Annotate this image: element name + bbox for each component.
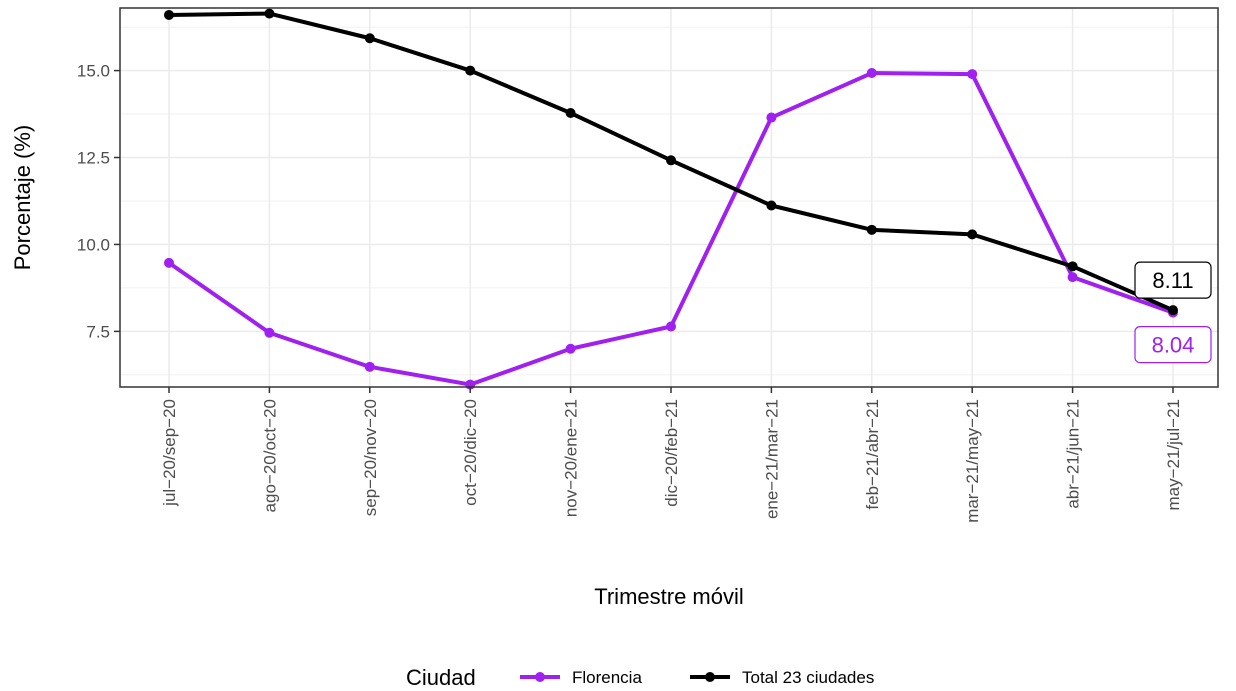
series-layer: [164, 8, 1178, 390]
y-tick-label: 10.0: [77, 235, 110, 254]
data-point: [666, 321, 676, 332]
data-point: [766, 200, 777, 211]
legend-label-0: Florencia: [572, 668, 642, 687]
data-point: [766, 112, 777, 123]
x-tick-label: nov−20/ene−21: [562, 399, 581, 517]
data-point: [465, 65, 476, 76]
x-tick-label: ago−20/oct−20: [260, 399, 279, 512]
legend-key-point-1: [705, 672, 715, 682]
end-label-1: 8.11: [1152, 268, 1193, 293]
y-axis: 7.5 10.0 12.5 15.0: [77, 62, 120, 341]
data-point: [967, 69, 978, 80]
data-point: [164, 9, 174, 20]
data-point: [866, 224, 877, 235]
x-tick-label: feb−21/abr−21: [863, 399, 882, 510]
end-label-0: 8.04: [1152, 333, 1195, 358]
data-point: [565, 108, 576, 119]
grid-minor: [120, 26, 1218, 376]
end-label-box-1: [1134, 261, 1212, 299]
data-point: [364, 361, 375, 372]
x-axis: jul−20/sep−20 ago−20/oct−20 sep−20/nov−20 o…: [160, 387, 1183, 523]
x-tick-label: may−21/jul−21: [1164, 399, 1183, 511]
data-point: [1067, 272, 1078, 283]
x-tick-label: ene−21/mar−21: [762, 399, 781, 519]
x-tick-label: sep−20/nov−20: [361, 399, 380, 516]
data-point: [1168, 305, 1178, 316]
data-point: [364, 33, 375, 44]
legend-title: Ciudad: [406, 665, 476, 690]
x-tick-label: jul−20/sep−20: [160, 399, 179, 507]
end-label-box-0: [1134, 325, 1212, 364]
x-tick-label: oct−20/dic−20: [461, 399, 480, 506]
x-tick-label: mar−21/may−21: [963, 399, 982, 523]
y-axis-title: Porcentaje (%): [10, 125, 35, 271]
data-point: [565, 343, 576, 354]
x-tick-label: dic−20/feb−21: [662, 399, 681, 507]
y-tick-label: 7.5: [86, 322, 110, 341]
plot-panel-border: [119, 7, 1219, 388]
data-point: [1067, 261, 1078, 272]
data-point: [666, 155, 676, 166]
data-point: [967, 229, 978, 240]
y-tick-label: 12.5: [77, 149, 110, 168]
legend-label-1: Total 23 ciudades: [742, 668, 874, 687]
data-point: [164, 257, 174, 268]
grid-major: [120, 8, 1218, 387]
y-tick-label: 15.0: [77, 62, 110, 81]
legend-key-point-0: [535, 672, 545, 682]
data-point: [264, 8, 275, 19]
end-labels: 8.04 8.11: [1134, 261, 1212, 364]
x-axis-title: Trimestre móvil: [594, 584, 744, 609]
legend: Ciudad Florencia Total 23 ciudades: [406, 665, 874, 690]
x-tick-label: abr−21/jun−21: [1064, 399, 1083, 509]
data-point: [866, 68, 877, 79]
data-point: [264, 327, 275, 338]
